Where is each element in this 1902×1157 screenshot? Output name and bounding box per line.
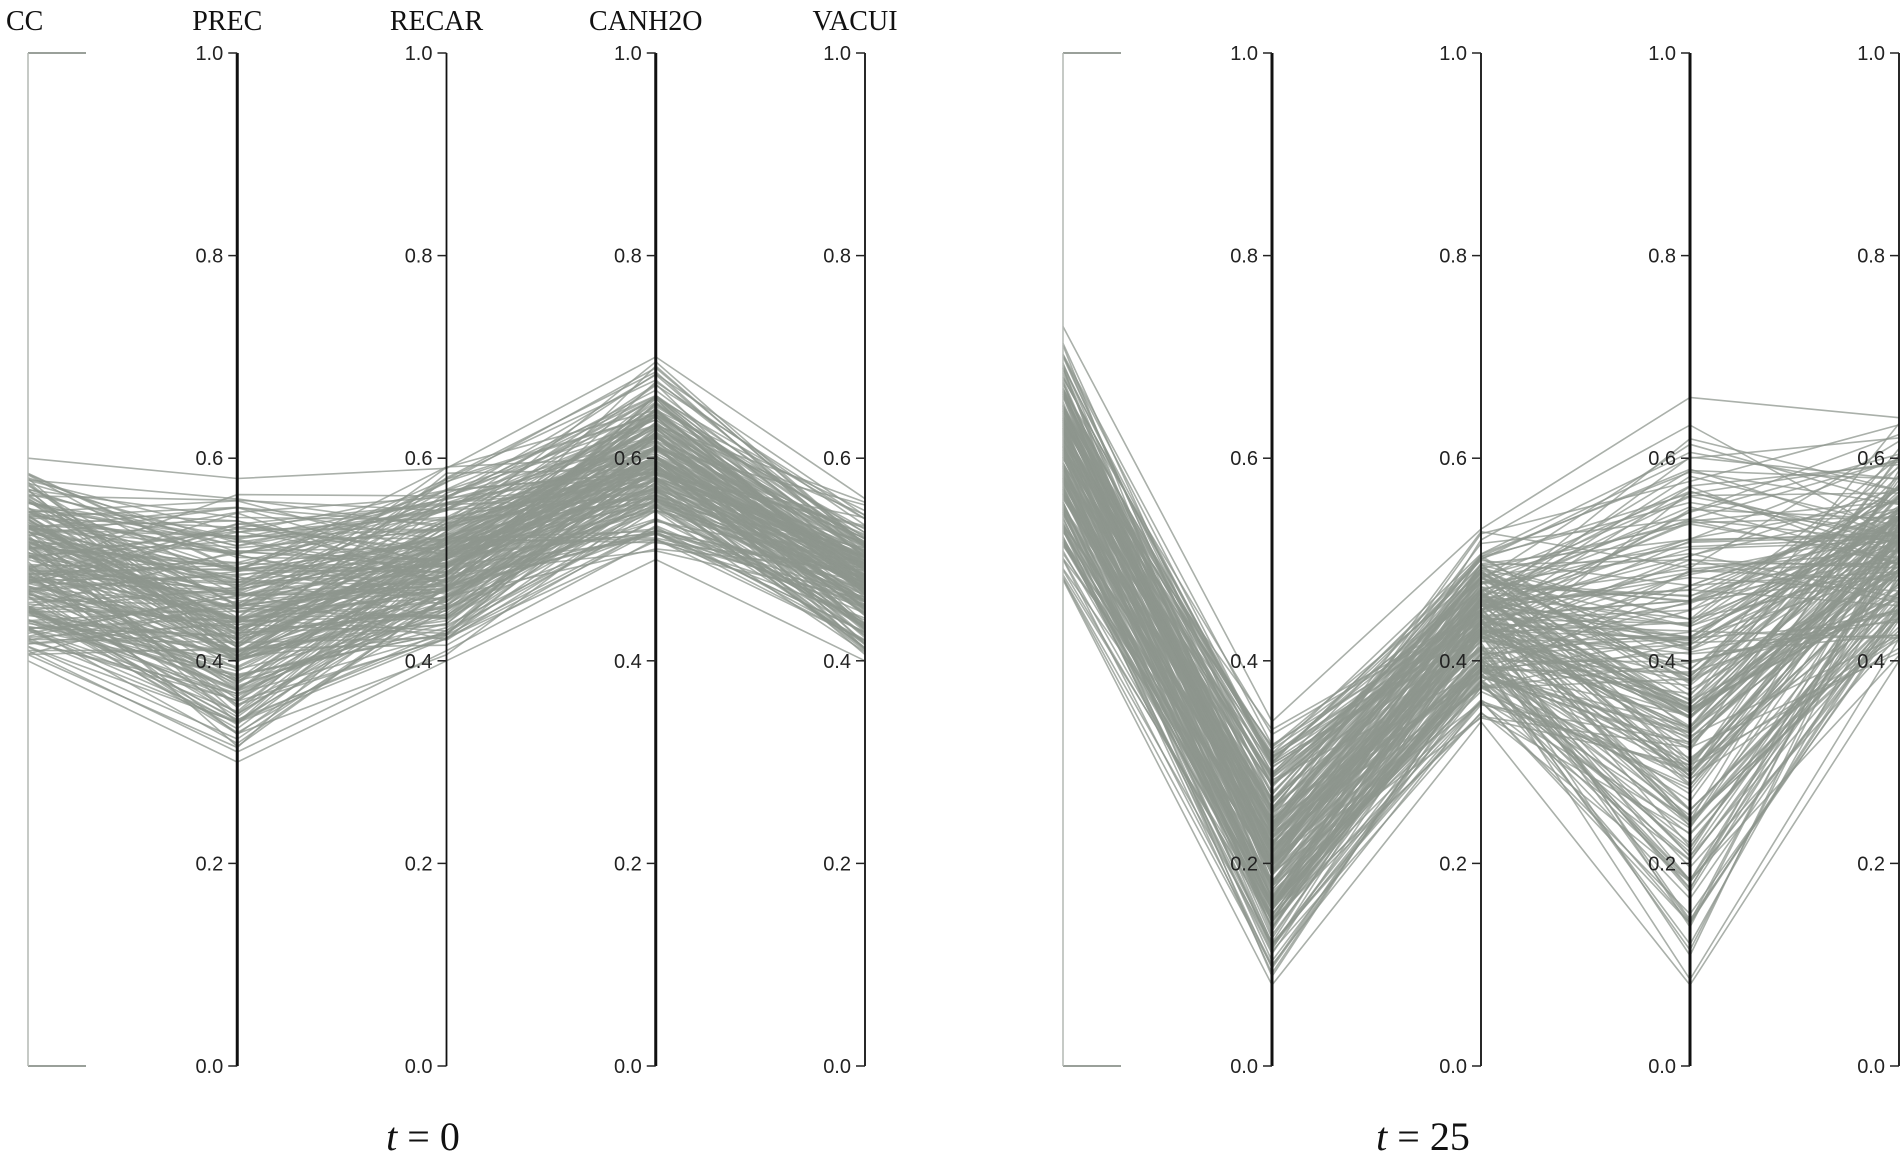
panel-caption: t = 25 — [1376, 1114, 1470, 1157]
axis-title-vacui: VACUI — [812, 6, 897, 37]
tick-label: 0.0 — [1648, 1056, 1676, 1078]
axis-title-canh2o: CANH2O — [589, 6, 703, 37]
tick-label: 0.4 — [405, 651, 433, 673]
tick-label: 0.8 — [195, 246, 223, 268]
axis-title-prec: PREC — [192, 6, 262, 37]
tick-label: 0.8 — [823, 246, 851, 268]
tick-label: 0.6 — [1648, 448, 1676, 470]
tick-label: 0.2 — [195, 853, 223, 875]
tick-label: 0.6 — [823, 448, 851, 470]
tick-label: 0.6 — [1439, 448, 1467, 470]
tick-label: 1.0 — [195, 43, 223, 65]
tick-label: 0.2 — [1857, 853, 1885, 875]
tick-label: 0.8 — [1648, 246, 1676, 268]
caption-equals: = — [1387, 1114, 1430, 1157]
tick-label: 0.4 — [823, 651, 851, 673]
tick-label: 0.6 — [1857, 448, 1885, 470]
tick-label: 0.2 — [405, 853, 433, 875]
tick-label: 1.0 — [1857, 43, 1885, 65]
tick-label: 1.0 — [1230, 43, 1258, 65]
tick-label: 0.0 — [1230, 1056, 1258, 1078]
tick-label: 0.0 — [195, 1056, 223, 1078]
panel-t25: 0.00.20.40.60.81.00.00.20.40.60.81.00.00… — [1062, 43, 1900, 1157]
tick-label: 0.8 — [1230, 246, 1258, 268]
tick-label: 1.0 — [405, 43, 433, 65]
tick-label: 0.0 — [614, 1056, 642, 1078]
tick-label: 0.0 — [1439, 1056, 1467, 1078]
tick-label: 0.2 — [823, 853, 851, 875]
tick-label: 0.6 — [1230, 448, 1258, 470]
tick-label: 0.8 — [1439, 246, 1467, 268]
tick-label: 1.0 — [1439, 43, 1467, 65]
tick-label: 0.6 — [195, 448, 223, 470]
tick-label: 0.2 — [1648, 853, 1676, 875]
axis-title-recar: RECAR — [390, 6, 484, 37]
caption-value: 25 — [1430, 1114, 1470, 1157]
tick-label: 0.8 — [614, 246, 642, 268]
tick-label: 0.0 — [1857, 1056, 1885, 1078]
tick-label: 0.8 — [405, 246, 433, 268]
tick-label: 0.0 — [823, 1056, 851, 1078]
tick-label: 1.0 — [823, 43, 851, 65]
tick-label: 1.0 — [1648, 43, 1676, 65]
axis-canh2o: 0.0 0.2 0.4 0.6 0.8 1.0 CANH2O — [589, 6, 703, 1078]
tick-label: 0.8 — [1857, 246, 1885, 268]
axis-vacui: 0.0 0.2 0.4 0.6 0.8 1.0 — [1857, 43, 1900, 1078]
axis-recar: 0.0 0.2 0.4 0.6 0.8 1.0 RECAR — [390, 6, 484, 1078]
panel-t0: CC 0.0 0.2 0.4 0.6 0.8 1.0 PREC 0.0 0.2 0.4 0.6 0.8 1… — [6, 6, 898, 1157]
caption-equals: = — [397, 1114, 440, 1157]
caption-variable: t — [1376, 1114, 1388, 1157]
axis-cc: CC — [6, 6, 43, 1066]
axis-recar: 0.0 0.2 0.4 0.6 0.8 1.0 — [1439, 43, 1482, 1078]
tick-label: 0.6 — [405, 448, 433, 470]
axis-title-cc: CC — [6, 6, 43, 37]
tick-label: 0.2 — [1230, 853, 1258, 875]
panel-caption: t = 0 — [386, 1114, 460, 1157]
tick-label: 0.0 — [405, 1056, 433, 1078]
tick-label: 0.6 — [614, 448, 642, 470]
tick-label: 1.0 — [614, 43, 642, 65]
axis-prec: 0.0 0.2 0.4 0.6 0.8 1.0 — [1230, 43, 1274, 1078]
tick-label: 0.2 — [614, 853, 642, 875]
axis-vacui: 0.0 0.2 0.4 0.6 0.8 1.0 VACUI — [812, 6, 897, 1078]
tick-label: 0.2 — [1439, 853, 1467, 875]
axis-prec: 0.0 0.2 0.4 0.6 0.8 1.0 PREC — [192, 6, 262, 1078]
caption-value: 0 — [440, 1114, 460, 1157]
tick-label: 0.4 — [1857, 651, 1885, 673]
tick-label: 0.4 — [195, 651, 223, 673]
tick-label: 0.4 — [614, 651, 642, 673]
tick-label: 0.4 — [1648, 651, 1676, 673]
tick-label: 0.4 — [1230, 651, 1258, 673]
axis-canh2o: 0.0 0.2 0.4 0.6 0.8 1.0 — [1648, 43, 1692, 1078]
caption-variable: t — [386, 1114, 398, 1157]
tick-label: 0.4 — [1439, 651, 1467, 673]
